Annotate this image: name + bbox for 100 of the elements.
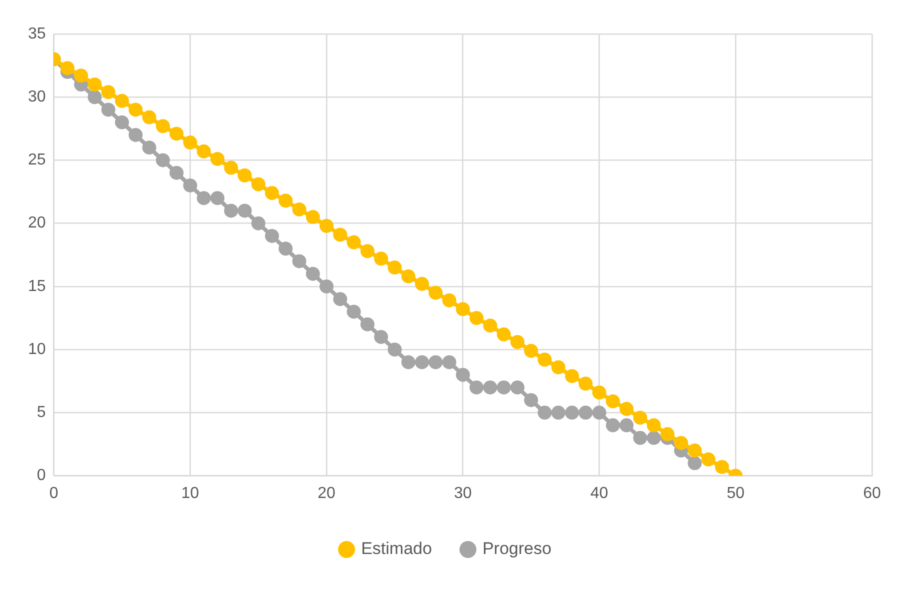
- point: [564, 406, 579, 420]
- point: [264, 186, 279, 200]
- point: [101, 102, 116, 117]
- point: [428, 355, 443, 370]
- point: [688, 444, 702, 458]
- x-tick-label: 20: [318, 484, 336, 502]
- point: [633, 430, 648, 445]
- point: [210, 152, 224, 166]
- point: [320, 218, 334, 233]
- y-tick-label: 20: [28, 214, 46, 232]
- point: [510, 380, 524, 394]
- point: [374, 252, 388, 266]
- point: [606, 394, 620, 408]
- point: [483, 318, 498, 333]
- point: [470, 380, 484, 394]
- legend-label: Estimado: [361, 539, 432, 558]
- point: [551, 406, 566, 420]
- point: [224, 160, 238, 175]
- point: [306, 210, 320, 224]
- point: [401, 355, 416, 370]
- point: [183, 136, 198, 150]
- x-tick-label: 60: [863, 484, 881, 502]
- point: [292, 202, 306, 216]
- point: [183, 178, 198, 192]
- point: [101, 85, 116, 100]
- point: [660, 427, 674, 442]
- point: [238, 168, 252, 182]
- point: [606, 418, 620, 432]
- x-tick-label: 10: [181, 484, 200, 502]
- point: [292, 254, 306, 268]
- point: [278, 242, 293, 256]
- y-tick-label: 5: [36, 404, 46, 422]
- point: [360, 244, 374, 258]
- point: [538, 406, 552, 420]
- point: [264, 228, 279, 243]
- point: [170, 126, 184, 141]
- point: [224, 204, 238, 218]
- point: [701, 452, 716, 466]
- point: [346, 304, 361, 319]
- point: [88, 77, 102, 92]
- point: [128, 102, 143, 117]
- x-tick-label: 0: [49, 484, 58, 502]
- y-tick-label: 30: [28, 88, 46, 106]
- point: [578, 376, 593, 391]
- point: [401, 269, 416, 284]
- point: [114, 115, 129, 130]
- point: [510, 335, 524, 349]
- point: [88, 90, 102, 104]
- point: [333, 292, 348, 306]
- point: [388, 260, 402, 275]
- point: [646, 430, 661, 445]
- point: [414, 355, 429, 370]
- point: [428, 286, 443, 300]
- point: [442, 293, 456, 308]
- point: [456, 302, 470, 316]
- point: [414, 276, 429, 291]
- point: [538, 352, 552, 367]
- point: [74, 68, 88, 83]
- point: [210, 191, 224, 206]
- point: [306, 266, 320, 281]
- point: [551, 360, 566, 374]
- point: [470, 311, 484, 326]
- point: [156, 119, 170, 134]
- point: [170, 166, 184, 180]
- x-tick-label: 40: [590, 484, 608, 502]
- point: [251, 216, 266, 230]
- point: [320, 279, 334, 294]
- point: [688, 456, 702, 470]
- point: [278, 194, 293, 208]
- point: [333, 228, 348, 242]
- y-tick-label: 15: [28, 278, 46, 295]
- point: [238, 204, 252, 218]
- point: [483, 380, 498, 394]
- point: [496, 327, 511, 342]
- point: [674, 436, 688, 450]
- point: [360, 317, 374, 332]
- point: [620, 418, 634, 432]
- x-tick-label: 30: [454, 484, 472, 502]
- point: [156, 153, 170, 168]
- point: [346, 235, 361, 250]
- point: [114, 94, 129, 108]
- point: [646, 418, 661, 432]
- point: [142, 110, 156, 124]
- point: [374, 330, 388, 344]
- point: [142, 140, 156, 155]
- point: [592, 406, 606, 420]
- point: [251, 177, 266, 192]
- x-tick-label: 50: [726, 484, 745, 502]
- point: [524, 393, 538, 408]
- point: [592, 385, 606, 400]
- y-tick-label: 10: [28, 340, 46, 358]
- point: [714, 460, 729, 474]
- legend-label: Progreso: [482, 539, 552, 558]
- point: [196, 144, 211, 158]
- point: [496, 380, 511, 394]
- point: [633, 410, 648, 425]
- point: [128, 128, 143, 142]
- point: [456, 368, 470, 382]
- y-tick-label: 35: [28, 25, 46, 42]
- point: [196, 191, 211, 206]
